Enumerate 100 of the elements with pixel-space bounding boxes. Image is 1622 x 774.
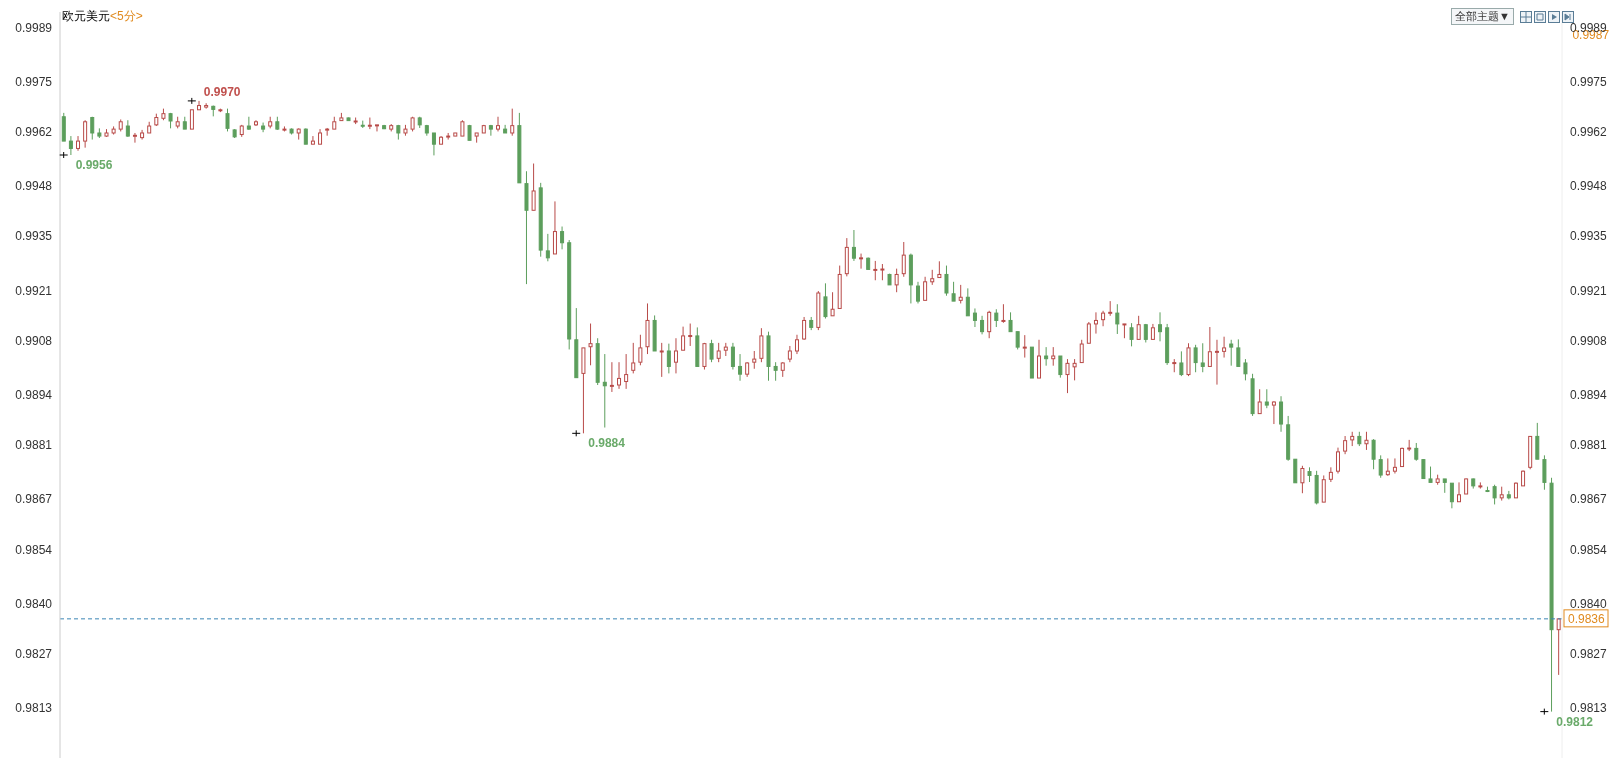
candlestick [638,334,643,366]
candlestick [1179,350,1184,377]
candlestick [972,307,977,328]
candlestick [666,343,671,374]
y2-tick-label: 0.9827 [1570,646,1608,661]
y-tick-label: 0.9935 [15,229,53,244]
candlestick [702,342,707,371]
candlestick [1051,346,1056,367]
candlestick [1037,339,1042,379]
candlestick [1200,342,1205,373]
candlestick [709,339,714,363]
candlestick [1008,311,1013,333]
annotation: 0.9884 [588,436,626,451]
candlestick [1193,344,1198,373]
candlestick [1093,311,1098,335]
candlestick [673,337,678,374]
candlestick [1129,322,1134,347]
candlestick [923,276,928,301]
candlestick [659,342,664,378]
candlestick [225,108,230,132]
candlestick [802,316,807,341]
candlestick [688,323,693,347]
y-tick-label: 0.9894 [15,387,53,402]
ref-line-label: 0.9836 [1568,611,1606,626]
y2-tick-label: 0.9840 [1570,596,1608,611]
candlestick [552,200,557,255]
candlestick [916,281,920,304]
candlestick [1300,465,1305,494]
candlestick [1542,454,1547,491]
candlestick [1229,339,1234,367]
candlestick [531,163,536,211]
annotation: 0.9956 [75,158,113,173]
candlestick [1392,457,1397,475]
candlestick [204,102,209,110]
y-tick-label: 0.9867 [15,492,53,507]
candlestick [1343,435,1348,455]
candlestick [980,315,985,335]
candlestick [545,233,550,262]
candlestick [189,109,194,130]
candlestick [1158,311,1163,342]
candlestick [987,310,992,339]
y2-tick-label: 0.9921 [1570,283,1608,298]
candlestick [488,124,493,137]
candlestick [1293,458,1298,484]
candlestick [1065,358,1070,394]
candlestick [609,361,614,393]
candlestick [310,135,315,145]
y-tick-label: 0.9827 [15,646,53,661]
candlestick [965,287,970,317]
y-tick-label: 0.9975 [15,74,53,89]
chart-subtitle: <5分> [110,9,143,23]
y-tick-label: 0.9948 [15,179,53,194]
candlestick [624,353,629,390]
y-tick-label: 0.9813 [15,701,53,716]
candlestick [759,327,764,363]
candlestick [1115,303,1120,335]
y-tick-label: 0.9881 [15,438,53,453]
candlestick [958,284,963,304]
candlestick [631,342,636,374]
candlestick [951,281,956,302]
y2-tick-label: 0.9935 [1570,229,1608,244]
candlestick [1271,400,1276,425]
candlestick [873,260,878,281]
theme-button: 全部主题▼ [1451,8,1514,25]
candlestick [1449,482,1454,509]
candlestick [68,135,73,156]
candlestick [1079,339,1084,364]
y-tick-label: 0.9989 [15,20,53,35]
annotation: 0.9812 [1556,714,1594,729]
candlestick [794,334,799,355]
candlestick [1222,336,1227,359]
candlestick [830,291,835,317]
y2-tick-label: 0.9894 [1570,387,1608,402]
y-tick-label: 0.9854 [15,542,53,557]
candlestick [738,353,743,382]
candlestick [1421,458,1426,480]
candlestick [901,241,906,278]
candlestick [730,342,735,371]
candlestick [1044,346,1049,367]
candlestick [496,116,501,132]
candlestick [1328,466,1333,483]
candlestick [1364,431,1369,451]
y2-tick-label: 0.9962 [1570,125,1608,140]
y2-tick-label: 0.9881 [1570,438,1608,453]
candlestick [1556,618,1561,676]
candlestick [431,132,436,156]
candlestick [1335,447,1340,475]
candlestick [894,268,899,293]
candlestick [1492,484,1497,505]
candlestick [1136,315,1141,340]
candlestick [716,342,721,363]
candlestick [374,124,379,132]
y2-tick-label: 0.9908 [1570,333,1608,348]
chart-title: 欧元美元 [62,9,110,23]
y-tick-label: 0.9840 [15,596,53,611]
candlestick [1072,358,1077,381]
candlestick [1321,474,1326,503]
candlestick [1236,338,1241,367]
candlestick [944,265,949,297]
candlestick [1022,334,1027,359]
